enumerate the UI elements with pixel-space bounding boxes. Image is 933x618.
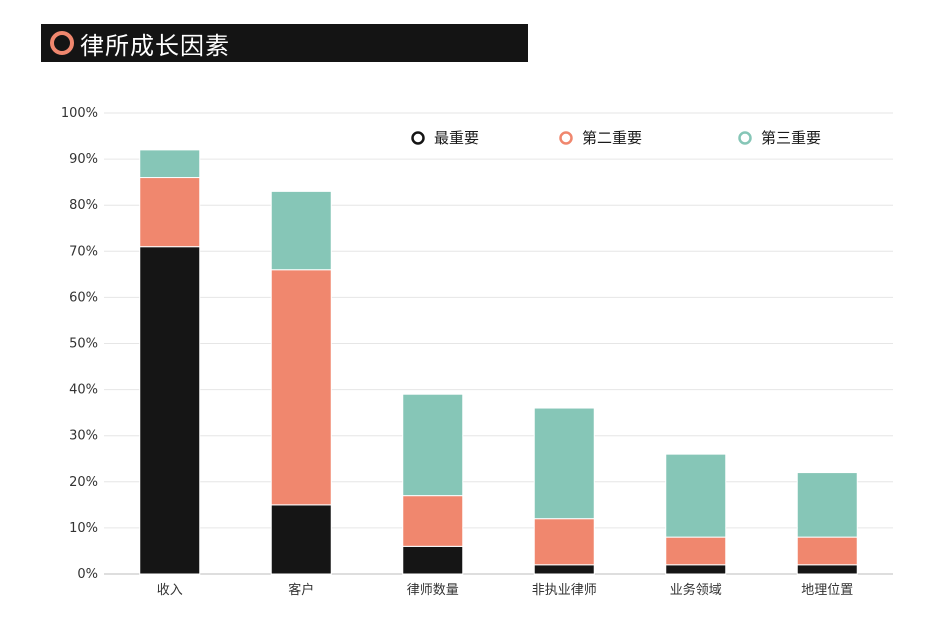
ring-icon xyxy=(50,31,74,55)
y-tick-label: 30% xyxy=(69,429,98,444)
bar-segment-series-1 xyxy=(402,545,464,575)
legend-label: 第二重要 xyxy=(582,129,642,147)
x-tick-label: 收入 xyxy=(157,583,183,598)
y-tick-label: 90% xyxy=(69,152,98,167)
y-tick-label: 0% xyxy=(77,567,98,582)
bar-segment-series-2 xyxy=(139,177,201,248)
bar-segment-series-1 xyxy=(139,246,201,575)
bar-segment-series-3 xyxy=(665,453,727,538)
bar-segment-series-1 xyxy=(665,564,727,575)
grid-lines xyxy=(104,112,893,575)
chart-title: 律所成长因素 xyxy=(80,31,230,60)
bar-segment-series-2 xyxy=(270,269,332,506)
bar-segment-series-1 xyxy=(270,504,332,575)
y-tick-label: 10% xyxy=(69,521,98,536)
bar-segment-series-3 xyxy=(139,149,201,179)
legend-label: 最重要 xyxy=(434,129,479,147)
y-tick-label: 70% xyxy=(69,244,98,259)
x-tick-label: 业务领域 xyxy=(670,582,722,598)
bar-segment-series-1 xyxy=(533,564,595,575)
legend-label: 第三重要 xyxy=(761,129,821,147)
x-tick-label: 地理位置 xyxy=(801,583,853,598)
x-tick-label: 客户 xyxy=(288,582,314,598)
bar-segment-series-2 xyxy=(533,518,595,566)
y-tick-label: 20% xyxy=(69,475,98,490)
x-axis-ticks: 收入 客户 律师数量 非执业律师 业务领域 地理位置 xyxy=(157,582,854,598)
bar-segment-series-2 xyxy=(796,536,858,566)
legend-marker xyxy=(411,131,425,145)
bar-segment-series-2 xyxy=(665,536,727,566)
y-tick-label: 60% xyxy=(69,290,98,305)
bar-segment-series-3 xyxy=(533,407,595,520)
bar-segment-series-3 xyxy=(270,190,332,271)
legend-marker xyxy=(559,131,573,145)
title-bar: 律所成长因素 xyxy=(41,24,528,62)
bar-segment-series-3 xyxy=(796,472,858,538)
x-tick-label: 非执业律师 xyxy=(532,583,597,598)
y-axis-ticks: 0% 10% 20% 30% 40% 50% 60% 70% 80% 90% 100% xyxy=(61,106,98,582)
y-tick-label: 50% xyxy=(69,337,98,352)
x-tick-label: 律师数量 xyxy=(407,583,459,598)
legend-marker xyxy=(738,131,752,145)
legend: 最重要 第二重要 第三重要 xyxy=(411,129,821,147)
bars xyxy=(139,149,858,575)
bar-segment-series-2 xyxy=(402,495,464,547)
y-tick-label: 80% xyxy=(69,198,98,213)
y-tick-label: 100% xyxy=(61,106,98,121)
y-tick-label: 40% xyxy=(69,383,98,398)
bar-segment-series-1 xyxy=(796,564,858,575)
bar-segment-series-3 xyxy=(402,393,464,497)
